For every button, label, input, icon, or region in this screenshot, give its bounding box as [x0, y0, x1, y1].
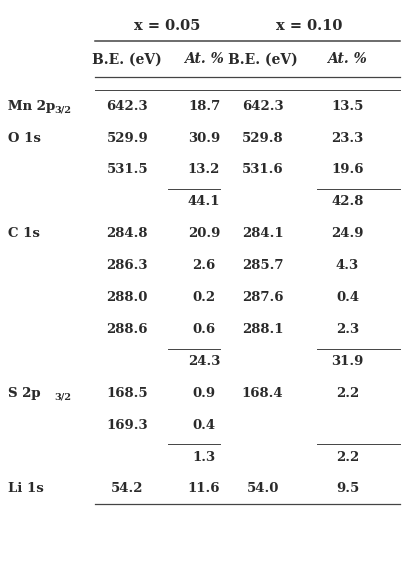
Text: 13.5: 13.5	[331, 100, 364, 113]
Text: 44.1: 44.1	[188, 195, 220, 208]
Text: 23.3: 23.3	[331, 132, 364, 144]
Text: Mn 2p: Mn 2p	[8, 100, 55, 113]
Text: 20.9: 20.9	[188, 227, 220, 240]
Text: 286.3: 286.3	[107, 259, 148, 272]
Text: 1.3: 1.3	[192, 451, 216, 463]
Text: 287.6: 287.6	[242, 291, 283, 304]
Text: 0.9: 0.9	[192, 387, 216, 400]
Text: 4.3: 4.3	[336, 259, 359, 272]
Text: B.E. (eV): B.E. (eV)	[93, 52, 162, 66]
Text: 2.2: 2.2	[336, 387, 359, 400]
Text: 284.8: 284.8	[107, 227, 148, 240]
Text: C 1s: C 1s	[8, 227, 40, 240]
Text: 169.3: 169.3	[106, 419, 148, 432]
Text: 54.0: 54.0	[246, 483, 279, 495]
Text: 3/2: 3/2	[55, 106, 72, 115]
Text: 13.2: 13.2	[188, 164, 220, 176]
Text: 642.3: 642.3	[106, 100, 148, 113]
Text: At. %: At. %	[328, 52, 367, 66]
Text: 31.9: 31.9	[331, 355, 364, 368]
Text: S 2p: S 2p	[8, 387, 41, 400]
Text: 19.6: 19.6	[331, 164, 364, 176]
Text: 24.9: 24.9	[331, 227, 364, 240]
Text: 642.3: 642.3	[242, 100, 284, 113]
Text: 168.4: 168.4	[242, 387, 284, 400]
Text: 529.8: 529.8	[242, 132, 284, 144]
Text: 2.6: 2.6	[192, 259, 216, 272]
Text: 30.9: 30.9	[188, 132, 220, 144]
Text: 0.4: 0.4	[192, 419, 216, 432]
Text: 54.2: 54.2	[111, 483, 143, 495]
Text: 3/2: 3/2	[55, 393, 72, 402]
Text: 529.9: 529.9	[106, 132, 148, 144]
Text: x = 0.05: x = 0.05	[135, 19, 201, 32]
Text: Mn 2p: Mn 2p	[8, 100, 55, 113]
Text: 288.1: 288.1	[242, 323, 283, 336]
Text: 0.6: 0.6	[192, 323, 216, 336]
Text: 42.8: 42.8	[331, 195, 364, 208]
Text: Li 1s: Li 1s	[8, 483, 44, 495]
Text: Mn 2p: Mn 2p	[8, 100, 55, 113]
Text: 531.6: 531.6	[242, 164, 284, 176]
Text: 11.6: 11.6	[188, 483, 220, 495]
Text: 0.2: 0.2	[192, 291, 216, 304]
Text: S 2p: S 2p	[8, 387, 41, 400]
Text: S 2p: S 2p	[8, 387, 41, 400]
Text: 284.1: 284.1	[242, 227, 284, 240]
Text: 168.5: 168.5	[106, 387, 148, 400]
Text: At. %: At. %	[184, 52, 224, 66]
Text: 288.6: 288.6	[107, 323, 148, 336]
Text: 2.3: 2.3	[336, 323, 359, 336]
Text: 18.7: 18.7	[188, 100, 220, 113]
Text: O 1s: O 1s	[8, 132, 41, 144]
Text: 531.5: 531.5	[106, 164, 148, 176]
Text: 24.3: 24.3	[188, 355, 220, 368]
Text: x = 0.10: x = 0.10	[276, 19, 342, 32]
Text: 9.5: 9.5	[336, 483, 359, 495]
Text: 285.7: 285.7	[242, 259, 283, 272]
Text: B.E. (eV): B.E. (eV)	[228, 52, 297, 66]
Text: 288.0: 288.0	[107, 291, 148, 304]
Text: 2.2: 2.2	[336, 451, 359, 463]
Text: 0.4: 0.4	[336, 291, 359, 304]
